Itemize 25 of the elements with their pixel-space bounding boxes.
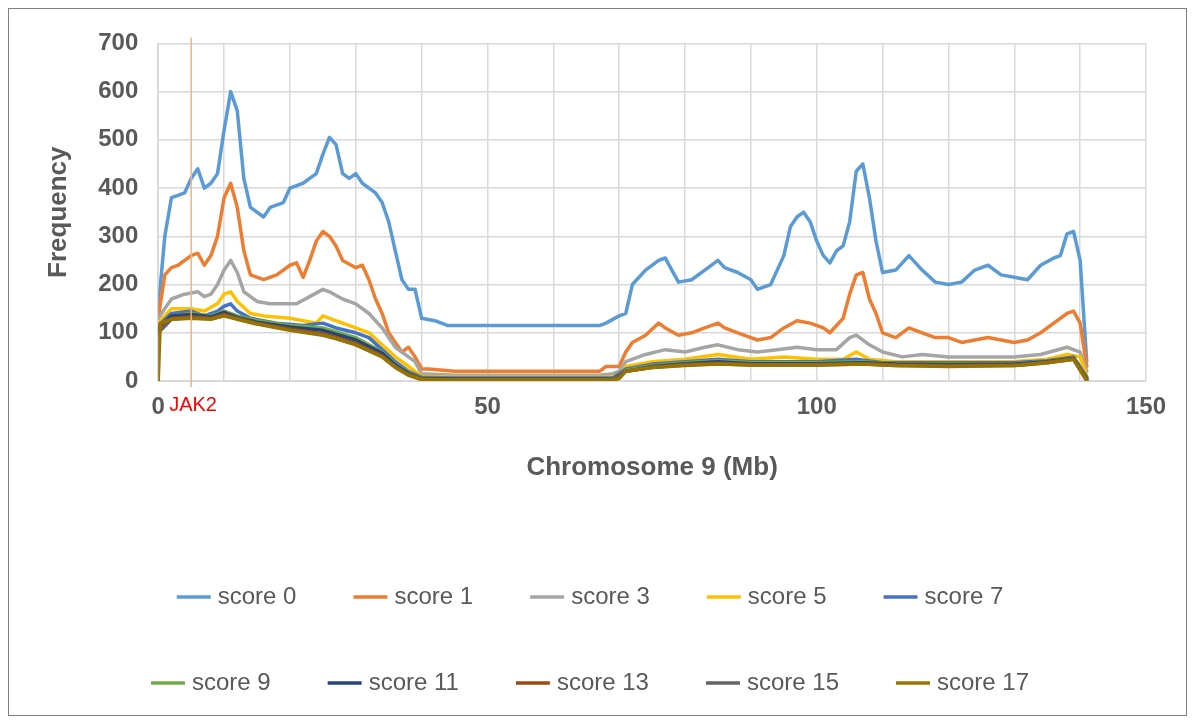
y-tick-label: 100: [98, 317, 139, 345]
y-tick-label: 0: [124, 365, 139, 393]
x-axis-title: Chromosome 9 (Mb): [526, 450, 778, 481]
x-tick-label: 0: [151, 392, 165, 420]
y-tick-label: 200: [98, 269, 139, 297]
y-tick-label: 300: [98, 220, 139, 248]
y-tick-label: 500: [98, 124, 139, 152]
legend-label: score 0: [217, 581, 297, 609]
x-tick-label: 150: [1125, 392, 1167, 420]
y-axis-title: Frequency: [41, 145, 72, 278]
y-tick-label: 700: [98, 28, 139, 56]
legend-label: score 9: [191, 667, 271, 695]
y-tick-label: 600: [98, 76, 139, 104]
x-tick-label: 100: [796, 392, 837, 420]
legend-label: score 1: [394, 581, 474, 609]
legend-label: score 13: [556, 667, 649, 695]
x-tick-label: 50: [474, 392, 501, 420]
legend-label: score 7: [924, 581, 1004, 609]
y-tick-label: 400: [98, 172, 139, 200]
legend-label: score 5: [747, 581, 827, 609]
legend-label: score 11: [368, 667, 459, 695]
ref-line-label: JAK2: [169, 392, 217, 415]
legend-label: score 15: [746, 667, 840, 695]
legend-label: score 3: [571, 581, 650, 609]
legend-label: score 17: [937, 667, 1030, 695]
